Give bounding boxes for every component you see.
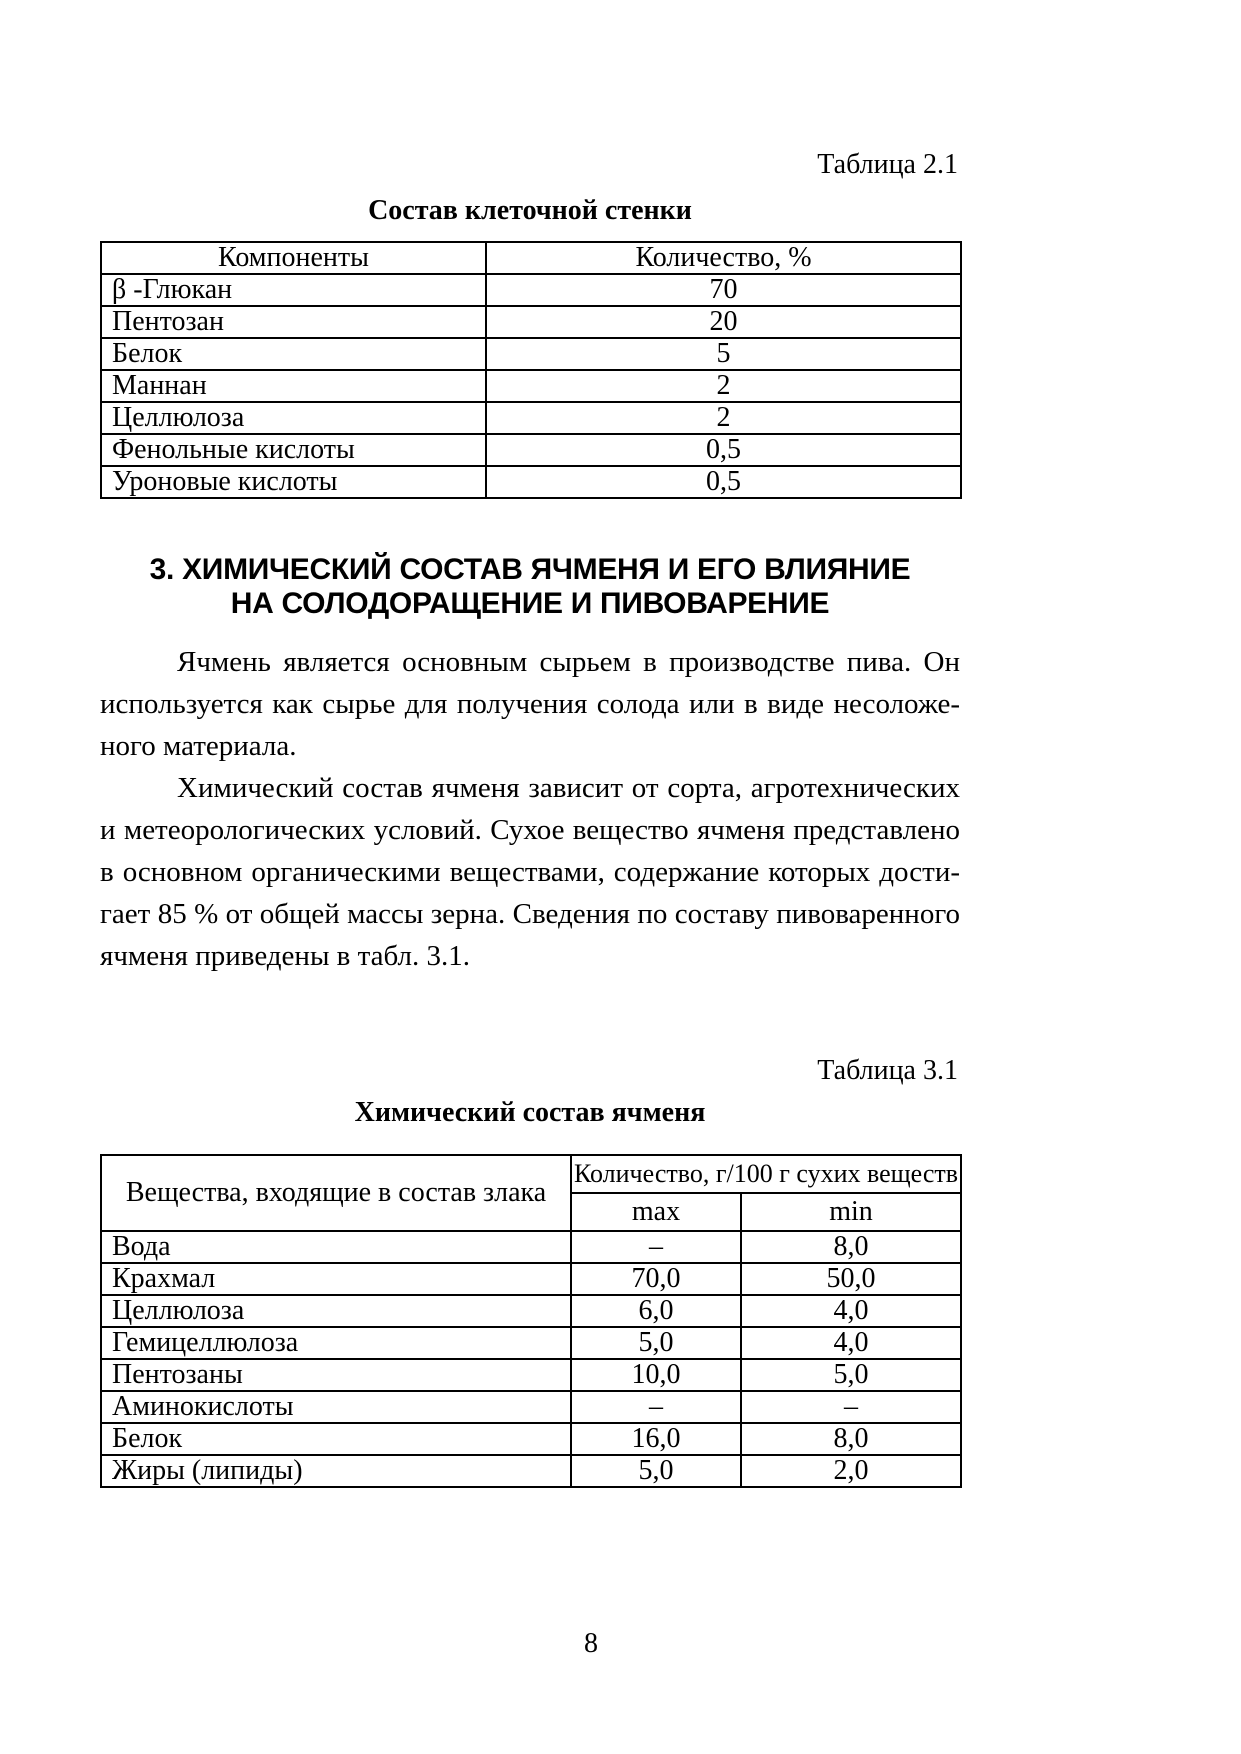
row-label-cell: Пентозан (100, 305, 487, 339)
paragraph-line: используется как сырье для получения сол… (100, 688, 960, 720)
column-subheader-max: max (570, 1192, 742, 1232)
value-cell: 5,0 (570, 1326, 742, 1360)
paragraph: Химический состав ячменя зависит от сорт… (100, 767, 960, 977)
table-row: Фенольные кислоты 0,5 (100, 433, 962, 467)
paragraph-line: гает 85 % от общей массы зерна. Сведения… (100, 898, 960, 930)
table-3-1-caption: Таблица 3.1 (817, 1055, 958, 1086)
paragraph-line: и метеорологических условий. Сухое вещес… (100, 814, 960, 846)
table-subheader-row: max min (101, 1192, 963, 1232)
paragraph: Ячмень является основным сырьем в произв… (100, 641, 960, 767)
table-row: Жиры (липиды) 5,0 2,0 (100, 1454, 963, 1488)
section-heading-line: 3. ХИМИЧЕСКИЙ СОСТАВ ЯЧМЕНЯ И ЕГО ВЛИЯНИ… (149, 553, 911, 586)
section-heading-line: НА СОЛОДОРАЩЕНИЕ И ПИВОВАРЕНИЕ (230, 587, 830, 620)
table-row: Крахмал 70,0 50,0 (100, 1262, 963, 1296)
row-label-cell: Уроновые кислоты (100, 465, 487, 499)
paragraph-line: в основном органическими веществами, сод… (100, 856, 960, 888)
page-number: 8 (584, 1628, 598, 1659)
value-cell: 70,0 (570, 1262, 742, 1296)
table-row: Белок 16,0 8,0 (100, 1422, 963, 1456)
row-label-cell: Аминокислоты (100, 1390, 572, 1424)
paragraph-line: Химический состав ячменя зависит от сорт… (177, 772, 960, 804)
paragraph-line: ного материала. (100, 730, 297, 762)
row-label-cell: Целлюлоза (100, 401, 487, 435)
table-3-1: Вещества, входящие в состав злака Количе… (100, 1154, 963, 1488)
row-label-cell: Белок (100, 1422, 572, 1456)
table-row: Маннан 2 (100, 369, 962, 403)
table-row: Целлюлоза 2 (100, 401, 962, 435)
table-2-1-title: Состав клеточной стенки (368, 195, 692, 226)
value-cell: 20 (485, 305, 962, 339)
value-cell: 70 (485, 273, 962, 307)
table-row: Белок 5 (100, 337, 962, 371)
row-label-cell: Вода (100, 1230, 572, 1264)
value-cell: 5,0 (739, 1358, 963, 1392)
value-cell: 0,5 (485, 433, 962, 467)
row-label-cell: Гемицеллюлоза (100, 1326, 572, 1360)
value-cell: 4,0 (739, 1294, 963, 1328)
row-label-cell: Крахмал (100, 1262, 572, 1296)
table-3-1-title: Химический состав ячменя (354, 1097, 706, 1128)
value-cell: 5,0 (570, 1454, 742, 1488)
table-2-1-caption: Таблица 2.1 (817, 149, 958, 180)
value-cell: 16,0 (570, 1422, 742, 1456)
value-cell: 8,0 (739, 1422, 963, 1456)
paragraph-line: ячменя приведены в табл. 3.1. (100, 940, 471, 972)
column-header: Количество, г/100 г сухих веществ (569, 1154, 963, 1194)
table-header-row: Компоненты Количество, % (100, 241, 962, 275)
table-row: Пентозаны 10,0 5,0 (100, 1358, 963, 1392)
table-row: Аминокислоты – – (100, 1390, 963, 1424)
value-cell: – (739, 1390, 963, 1424)
row-label-cell: Маннан (100, 369, 487, 403)
table-header-row: Вещества, входящие в состав злака Количе… (100, 1154, 963, 1232)
column-header: Количество, % (485, 241, 962, 275)
value-cell: 6,0 (570, 1294, 742, 1328)
value-cell: 8,0 (739, 1230, 963, 1264)
value-cell: 5 (485, 337, 962, 371)
body-text: Ячмень является основным сырьем в произв… (100, 641, 960, 977)
column-header: Компоненты (100, 241, 487, 275)
section-heading: 3. ХИМИЧЕСКИЙ СОСТАВ ЯЧМЕНЯ И ЕГО ВЛИЯНИ… (100, 553, 960, 621)
value-cell: 10,0 (570, 1358, 742, 1392)
column-subheader-min: min (739, 1192, 963, 1232)
value-cell: – (570, 1390, 742, 1424)
table-row: Гемицеллюлоза 5,0 4,0 (100, 1326, 963, 1360)
row-label-cell: β -Глюкан (100, 273, 487, 307)
table-row: Уроновые кислоты 0,5 (100, 465, 962, 499)
value-cell: 4,0 (739, 1326, 963, 1360)
value-cell: 2,0 (739, 1454, 963, 1488)
row-label-cell: Фенольные кислоты (100, 433, 487, 467)
value-cell: 2 (485, 401, 962, 435)
paragraph-line: Ячмень является основным сырьем в произв… (177, 646, 960, 678)
table-row: Целлюлоза 6,0 4,0 (100, 1294, 963, 1328)
table-row: Вода –8,0 (100, 1230, 963, 1264)
value-cell: 50,0 (739, 1262, 963, 1296)
row-label-cell: Целлюлоза (100, 1294, 572, 1328)
row-label-cell: Пентозаны (100, 1358, 572, 1392)
table-row: Пентозан 20 (100, 305, 962, 339)
table-row: β -Глюкан 70 (100, 273, 962, 307)
row-label-cell: Белок (100, 337, 487, 371)
table-2-1: Компоненты Количество, % β -Глюкан 70 Пент… (100, 241, 962, 499)
value-cell: 0,5 (485, 465, 962, 499)
value-cell: – (570, 1230, 742, 1264)
row-label-cell: Жиры (липиды) (100, 1454, 572, 1488)
value-cell: 2 (485, 369, 962, 403)
column-header: Вещества, входящие в состав злака (100, 1154, 572, 1232)
